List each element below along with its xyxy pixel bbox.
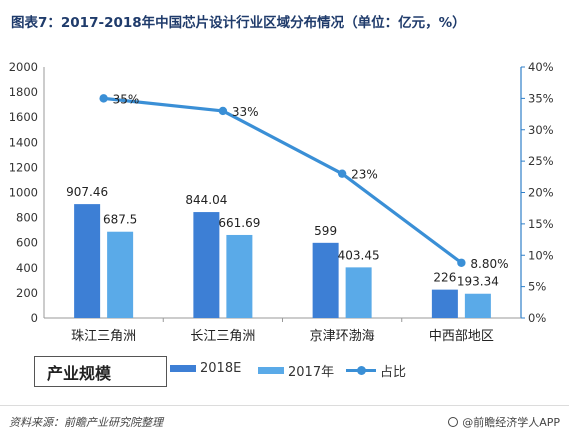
y-tick-label: 1400 (9, 135, 38, 149)
y-tick-label: 1600 (9, 110, 38, 124)
bar-2017 (345, 267, 372, 318)
legend-item-2017: 2017年 (258, 361, 334, 380)
footer: 资料来源：前瞻产业研究院整理 @前瞻经济学人APP (0, 405, 569, 437)
bar-value-label: 661.69 (218, 216, 260, 230)
y2-tick-label: 0% (528, 311, 546, 325)
y-tick-label: 0 (31, 311, 38, 325)
legend-title: 产业规模 (47, 363, 112, 383)
y-tick-label: 2000 (9, 60, 38, 74)
credit: @前瞻经济学人APP (448, 414, 560, 430)
bar-2018e (312, 242, 339, 318)
bar-2018e (193, 212, 220, 318)
legend-label-2018e: 2018E (200, 361, 242, 376)
y-tick-label: 1000 (9, 186, 38, 200)
y2-tick-label: 5% (528, 280, 546, 294)
chart-canvas: 0 200 400 600 800 1000 1200 1400 1600 1800 2000 0% 5… (9, 60, 554, 344)
legend-swatch-share (346, 366, 376, 375)
legend-label-share: 占比 (380, 365, 407, 380)
bar-value-label: 844.04 (185, 193, 227, 207)
share-label: 33% (232, 105, 259, 119)
source-note: 资料来源：前瞻产业研究院整理 (9, 416, 163, 429)
bar-2018e (74, 204, 101, 318)
share-line (103, 96, 463, 265)
y2-tick-label: 10% (528, 248, 554, 262)
legend-swatch-2017 (258, 367, 284, 374)
legend-item-2018e: 2018E (170, 361, 241, 376)
bar-value-label: 193.34 (457, 275, 499, 289)
legend-title-box: 产业规模 (34, 356, 167, 387)
share-point (337, 169, 347, 178)
y2-tick-label: 40% (528, 60, 554, 74)
bar-value-label: 599 (314, 224, 337, 238)
legend-item-share: 占比 (346, 361, 406, 380)
bar-2017 (226, 234, 253, 318)
legend-swatch-2018e (170, 365, 196, 372)
share-label: 8.80% (470, 257, 508, 271)
y-tick-label: 800 (16, 211, 38, 225)
y2-tick-label: 15% (528, 217, 554, 231)
bar-value-label: 403.45 (338, 248, 380, 262)
y-tick-label: 400 (16, 261, 38, 275)
y-tick-label: 1200 (9, 160, 38, 174)
credit-text: @前瞻经济学人APP (462, 416, 560, 429)
x-tick-label: 京津环渤海 (310, 328, 375, 344)
credit-icon (448, 417, 459, 427)
y-tick-label: 600 (16, 236, 38, 250)
share-point (218, 106, 228, 116)
y2-tick-label: 30% (528, 123, 554, 137)
share-label: 35% (113, 92, 140, 106)
y-tick-label: 200 (16, 286, 38, 300)
bar-value-label: 907.46 (66, 185, 108, 199)
share-point (99, 94, 108, 103)
x-tick-label: 长江三角洲 (190, 329, 255, 344)
x-tick-label: 中西部地区 (429, 329, 494, 344)
share-label: 23% (351, 168, 378, 182)
y2-tick-label: 20% (528, 186, 554, 200)
chart-title: 图表7：2017-2018年中国芯片设计行业区域分布情况（单位：亿元，%） (11, 15, 466, 31)
bar-2017 (107, 231, 134, 318)
legend-label-2017: 2017年 (288, 365, 335, 380)
bar-value-label: 687.5 (103, 213, 137, 227)
y2-tick-label: 35% (528, 91, 554, 105)
bar-value-label: 226 (433, 271, 456, 285)
share-point (457, 258, 466, 267)
bar-2018e (431, 289, 458, 318)
y-tick-label: 1800 (9, 85, 38, 99)
x-tick-label: 珠江三角洲 (71, 329, 136, 344)
bar-2017 (464, 293, 491, 318)
y2-tick-label: 25% (528, 154, 554, 168)
